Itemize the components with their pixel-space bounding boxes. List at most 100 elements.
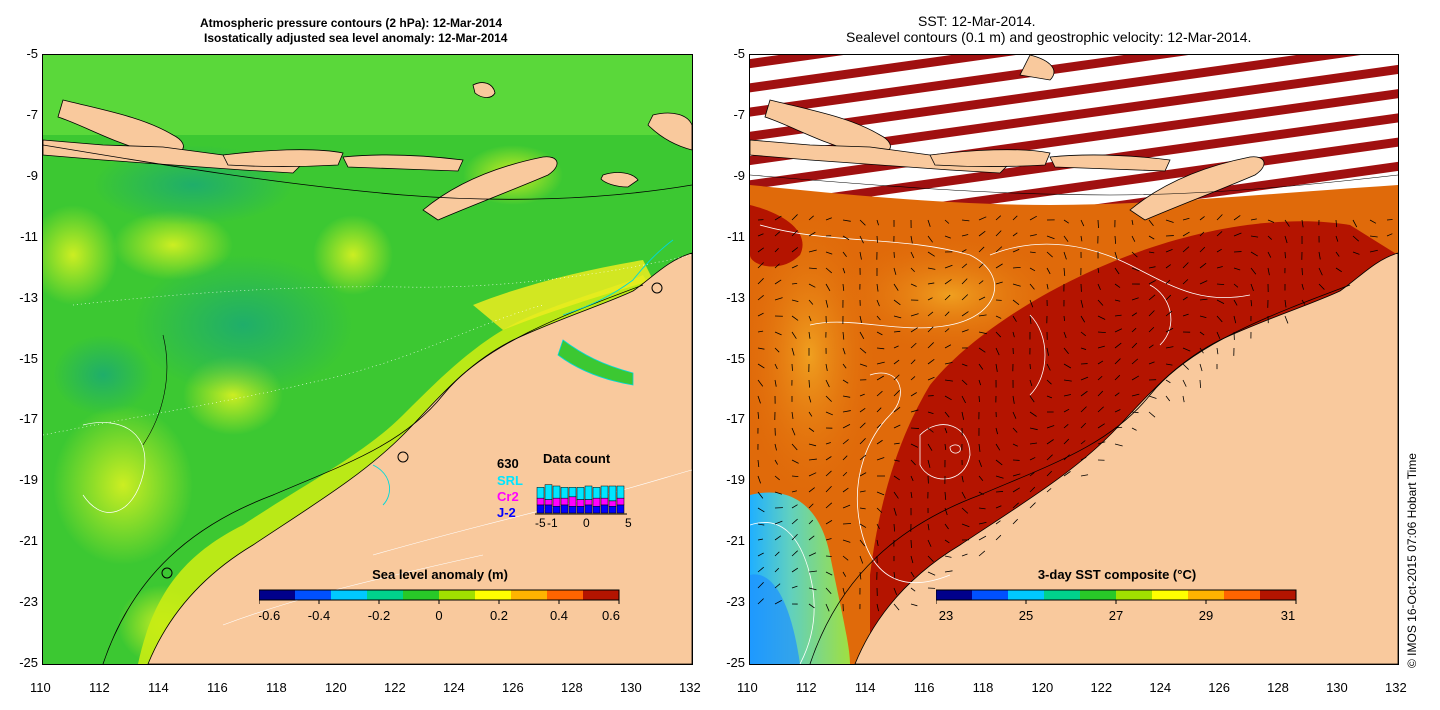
velocity-arrow — [859, 571, 862, 580]
velocity-arrow — [842, 235, 850, 241]
velocity-arrow — [808, 487, 815, 493]
right-y-tick-label: -17 — [726, 411, 745, 427]
data-count-bar-cr2 — [544, 499, 553, 506]
velocity-arrow — [1114, 267, 1120, 275]
velocity-arrow — [1114, 235, 1117, 244]
velocity-arrow — [944, 379, 953, 382]
velocity-arrow — [808, 395, 812, 403]
velocity-arrow — [791, 283, 798, 285]
velocity-arrow — [876, 439, 883, 445]
velocity-arrow — [978, 443, 981, 452]
tide-gauge-marker[interactable] — [651, 282, 663, 294]
velocity-arrow — [927, 376, 935, 381]
velocity-arrow — [825, 395, 832, 402]
sst-map[interactable]: 3-day SST composite (°C) 23 25 27 29 31 — [749, 54, 1399, 665]
velocity-arrow — [1029, 472, 1035, 477]
velocity-arrow — [1114, 342, 1122, 349]
velocity-arrow — [961, 311, 969, 317]
velocity-arrow — [1063, 438, 1070, 445]
data-count-bar-j2 — [608, 506, 617, 514]
velocity-arrow — [1063, 363, 1072, 369]
velocity-arrow — [1182, 231, 1190, 237]
sst-colorbar-title: 3-day SST composite (°C) — [1037, 567, 1197, 582]
right-x-tick-label: 116 — [913, 680, 935, 695]
velocity-arrow — [961, 475, 964, 483]
velocity-arrow — [1080, 406, 1087, 413]
velocity-arrow — [825, 251, 833, 255]
velocity-arrow — [927, 251, 935, 257]
velocity-arrow — [774, 297, 783, 301]
tide-gauge-marker[interactable] — [397, 451, 409, 463]
velocity-arrow — [1216, 266, 1223, 269]
sla-colorbar-tick-label: 0.6 — [602, 608, 620, 623]
sla-colorbar-tick-label: 0.2 — [490, 608, 508, 623]
velocity-arrow — [961, 363, 968, 367]
velocity-arrow — [808, 379, 810, 388]
velocity-arrow — [927, 411, 934, 415]
velocity-arrow — [1267, 235, 1272, 240]
velocity-arrow — [1029, 411, 1037, 417]
velocity-arrow — [808, 570, 817, 573]
left-x-tick-label: 114 — [148, 680, 169, 695]
velocity-arrow — [927, 539, 932, 547]
data-count-bar-srl — [616, 485, 625, 499]
velocity-arrow — [1063, 331, 1067, 339]
velocity-arrow — [1250, 267, 1257, 275]
left-x-tick-label: 112 — [89, 680, 110, 695]
velocity-arrow — [808, 315, 812, 322]
velocity-arrow — [978, 491, 984, 495]
data-count-bar-srl — [608, 485, 617, 502]
velocity-arrow — [825, 571, 833, 576]
sla-colorbar-segment — [403, 590, 440, 600]
velocity-arrow — [995, 475, 1004, 479]
velocity-arrow — [1199, 231, 1205, 237]
velocity-arrow — [774, 263, 780, 269]
velocity-arrow — [978, 459, 982, 467]
velocity-arrow — [944, 411, 950, 418]
velocity-arrow — [995, 443, 1001, 451]
velocity-arrow — [927, 282, 935, 285]
velocity-arrow — [1182, 296, 1188, 301]
tide-gauge-marker[interactable] — [161, 567, 173, 579]
velocity-arrow — [757, 552, 764, 557]
velocity-arrow — [791, 534, 798, 541]
data-count-bar-srl — [568, 487, 577, 498]
velocity-arrow — [944, 235, 951, 239]
velocity-arrow — [859, 315, 862, 323]
velocity-arrow — [995, 263, 1003, 269]
velocity-arrow — [1199, 280, 1208, 285]
data-count-bar-srl — [536, 487, 545, 499]
velocity-arrow — [791, 347, 795, 356]
velocity-arrow — [995, 427, 998, 435]
velocity-arrow — [944, 555, 952, 558]
velocity-arrow — [825, 485, 832, 493]
velocity-arrow — [1131, 251, 1138, 258]
velocity-arrow — [927, 443, 933, 451]
sea-level-anomaly-map[interactable]: Sea level anomaly (m) -0.6 -0.4 -0.2 0 0.2 0.… — [42, 54, 693, 665]
velocity-arrow — [842, 571, 847, 577]
velocity-arrow — [791, 411, 794, 420]
velocity-arrow — [774, 279, 782, 285]
velocity-arrow — [791, 299, 799, 303]
data-count-bar-j2 — [600, 504, 609, 514]
velocity-arrow — [1148, 266, 1156, 269]
velocity-arrow — [910, 392, 917, 397]
velocity-arrow — [791, 550, 798, 557]
velocity-arrow — [876, 523, 880, 529]
right-y-tick-label: -9 — [733, 167, 745, 183]
velocity-arrow — [1216, 299, 1225, 304]
right-y-tick-label: -19 — [726, 472, 745, 488]
velocity-arrow — [1216, 214, 1223, 221]
velocity-arrow — [1199, 347, 1204, 354]
velocity-arrow — [961, 263, 968, 269]
velocity-arrow — [808, 443, 817, 447]
velocity-arrow — [842, 331, 845, 340]
velocity-arrow — [1012, 411, 1017, 419]
right-x-tick-label: 110 — [737, 680, 758, 695]
velocity-arrow — [1335, 267, 1342, 273]
velocity-arrow — [1165, 327, 1174, 333]
velocity-arrow — [893, 345, 899, 349]
velocity-arrow — [757, 411, 760, 419]
velocity-arrow — [927, 297, 933, 301]
sst-colorbar-tick-label: 25 — [1019, 608, 1033, 623]
